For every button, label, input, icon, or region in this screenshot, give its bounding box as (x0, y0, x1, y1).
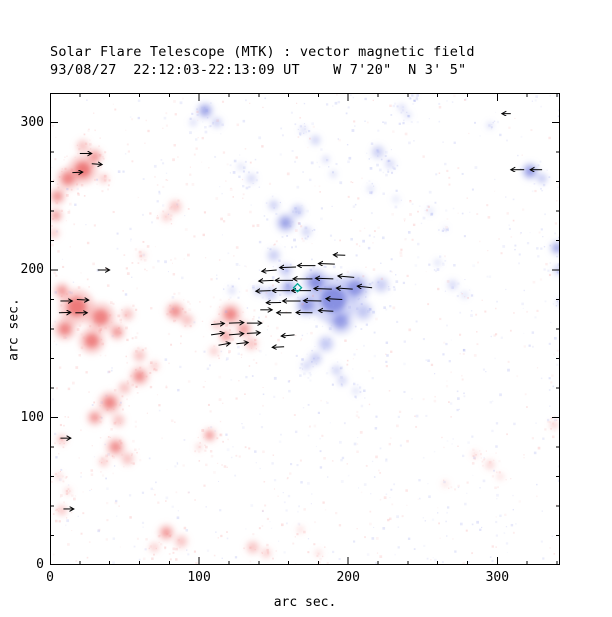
axes-frame (50, 93, 560, 565)
plot-area (50, 93, 560, 565)
x-tick-label: 200 (336, 570, 360, 585)
x-tick-label: 300 (485, 570, 510, 585)
noise-speckle-layer (51, 94, 560, 565)
y-tick-label: 0 (36, 557, 44, 572)
y-tick-label: 100 (20, 409, 44, 425)
y-tick-label: 300 (20, 114, 44, 130)
plot-subtitle: 93/08/27 22:12:03-22:13:09 UT W 7'20" N … (50, 62, 467, 78)
y-axis-label: arc sec. (6, 298, 22, 361)
flare-position-marker (292, 282, 303, 293)
x-axis-label: arc sec. (273, 595, 337, 610)
magnetogram-plot (50, 93, 560, 565)
x-tick-label: 100 (187, 570, 211, 585)
plot-title: Solar Flare Telescope (MTK) : vector mag… (50, 44, 475, 60)
x-tick-label: 0 (46, 570, 54, 585)
magnetic-field-layer (50, 93, 560, 560)
y-tick-label: 200 (20, 262, 44, 277)
vector-arrows-layer (58, 114, 543, 509)
